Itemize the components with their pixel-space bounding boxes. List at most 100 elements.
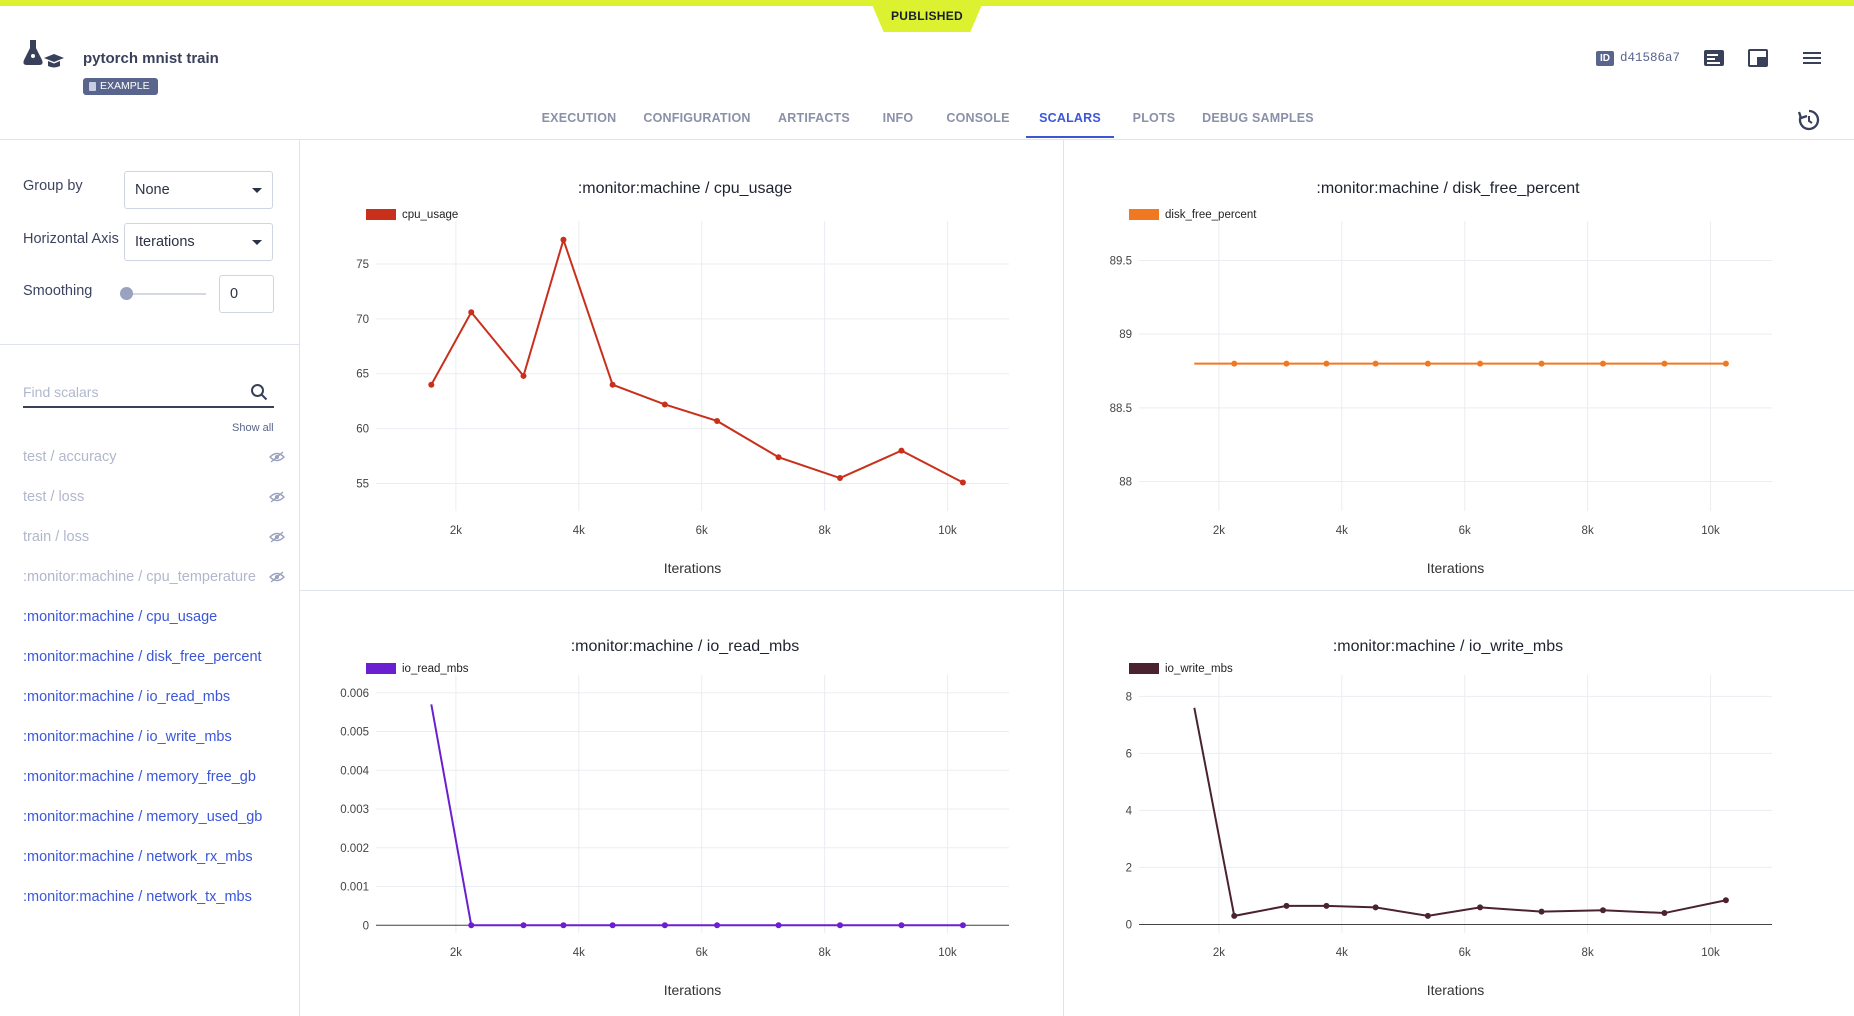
scalars-sidebar: Group by None Horizontal Axis Iterations… bbox=[0, 140, 300, 1016]
menu-icon[interactable] bbox=[1801, 48, 1823, 68]
data-point bbox=[1722, 897, 1729, 904]
data-point bbox=[1538, 360, 1545, 367]
tab-execution[interactable]: EXECUTION bbox=[541, 111, 617, 125]
x-tick-label: 8k bbox=[819, 947, 831, 959]
refresh-icon[interactable] bbox=[1797, 108, 1821, 132]
scalar-list-item[interactable]: :monitor:machine / network_tx_mbs bbox=[23, 886, 285, 908]
x-tick-label: 6k bbox=[696, 947, 708, 959]
y-tick-label: 6 bbox=[1126, 748, 1132, 760]
tab-configuration[interactable]: CONFIGURATION bbox=[643, 111, 751, 125]
experiment-id[interactable]: ID d41586a7 bbox=[1596, 49, 1680, 67]
group-by-value: None bbox=[135, 182, 170, 198]
disk-free-percent-chart[interactable]: :monitor:machine / disk_free_percent 88 88… bbox=[1064, 141, 1826, 590]
data-point bbox=[1231, 360, 1238, 367]
data-point bbox=[1231, 912, 1238, 919]
scalar-list-item[interactable]: :monitor:machine / io_read_mbs bbox=[23, 686, 285, 708]
scalar-list-item[interactable]: :monitor:machine / memory_free_gb bbox=[23, 766, 285, 788]
id-badge: ID bbox=[1596, 50, 1614, 66]
horizontal-axis-select[interactable]: Iterations bbox=[124, 223, 273, 261]
group-by-select[interactable]: None bbox=[124, 171, 273, 209]
data-point bbox=[775, 922, 782, 929]
x-tick-label: 10k bbox=[1701, 947, 1720, 959]
data-point bbox=[1424, 360, 1431, 367]
x-tick-label: 10k bbox=[938, 525, 957, 537]
scalar-list-item[interactable]: :monitor:machine / disk_free_percent bbox=[23, 646, 285, 668]
plot-io-read-mbs: :monitor:machine / io_read_mbs 0 0.001 0.00… bbox=[301, 591, 1063, 1016]
eye-off-icon[interactable] bbox=[269, 531, 285, 543]
chevron-down-icon bbox=[252, 239, 262, 245]
legend-label: io_read_mbs bbox=[402, 663, 469, 675]
scalar-list-item[interactable]: :monitor:machine / io_write_mbs bbox=[23, 726, 285, 748]
series-line bbox=[430, 236, 964, 484]
chart-title: :monitor:machine / io_write_mbs bbox=[1333, 638, 1563, 655]
smoothing-slider-knob[interactable] bbox=[120, 287, 133, 300]
scalar-list-item[interactable]: :monitor:machine / cpu_usage bbox=[23, 606, 285, 628]
x-tick-label: 2k bbox=[450, 525, 462, 537]
y-tick-label: 88 bbox=[1119, 477, 1132, 489]
scalar-list-item[interactable]: test / loss bbox=[23, 486, 285, 508]
data-point bbox=[1323, 360, 1330, 367]
data-point bbox=[560, 922, 567, 929]
data-point bbox=[468, 309, 475, 316]
scalar-list-item[interactable]: :monitor:machine / cpu_temperature bbox=[23, 566, 285, 588]
io-read-mbs-chart[interactable]: :monitor:machine / io_read_mbs 0 0.001 0.00… bbox=[301, 591, 1063, 1016]
legend-swatch bbox=[1129, 663, 1159, 674]
status-badge: PUBLISHED bbox=[870, 0, 984, 32]
plot-cpu-usage: :monitor:machine / cpu_usage 55 60 65 70 75 2k… bbox=[301, 141, 1063, 590]
y-tick-label: 0.001 bbox=[340, 882, 369, 894]
x-tick-label: 8k bbox=[819, 525, 831, 537]
x-tick-label: 8k bbox=[1582, 525, 1594, 537]
eye-off-icon[interactable] bbox=[269, 571, 285, 583]
legend-swatch bbox=[366, 663, 396, 674]
series-line bbox=[1193, 707, 1727, 918]
tab-artifacts[interactable]: ARTIFACTS bbox=[778, 111, 850, 125]
scalar-label: :monitor:machine / disk_free_percent bbox=[23, 649, 262, 665]
y-tick-label: 0.003 bbox=[340, 804, 369, 816]
experiment-name: pytorch mnist train bbox=[83, 50, 219, 67]
scalar-list-item[interactable]: train / loss bbox=[23, 526, 285, 548]
tab-info[interactable]: INFO bbox=[882, 111, 914, 125]
search-icon[interactable] bbox=[250, 383, 268, 401]
details-panel-icon[interactable] bbox=[1747, 48, 1769, 68]
scalar-list-item[interactable]: test / accuracy bbox=[23, 446, 285, 468]
x-tick-label: 6k bbox=[1459, 525, 1471, 537]
data-point bbox=[1323, 902, 1330, 909]
scalar-list-item[interactable]: :monitor:machine / memory_used_gb bbox=[23, 806, 285, 828]
show-all-link[interactable]: Show all bbox=[232, 422, 274, 434]
tab-debug-samples[interactable]: DEBUG SAMPLES bbox=[1202, 111, 1314, 125]
y-tick-label: 8 bbox=[1126, 691, 1132, 703]
horizontal-axis-label: Horizontal Axis bbox=[23, 231, 119, 247]
x-axis-label: Iterations bbox=[664, 982, 722, 998]
scalar-label: :monitor:machine / io_read_mbs bbox=[23, 689, 231, 705]
smoothing-slider[interactable] bbox=[120, 287, 206, 300]
y-tick-label: 0.004 bbox=[340, 765, 369, 777]
eye-off-icon[interactable] bbox=[269, 491, 285, 503]
smoothing-input[interactable]: 0 bbox=[219, 275, 274, 313]
scalar-label: :monitor:machine / cpu_usage bbox=[23, 609, 218, 625]
data-point bbox=[898, 447, 905, 454]
cpu-usage-chart[interactable]: :monitor:machine / cpu_usage 55 60 65 70 75 2k… bbox=[301, 141, 1063, 590]
y-tick-label: 65 bbox=[356, 369, 369, 381]
y-tick-label: 70 bbox=[356, 314, 369, 326]
x-tick-label: 4k bbox=[573, 525, 585, 537]
tab-scalars[interactable]: SCALARS bbox=[1026, 103, 1114, 138]
tab-console[interactable]: CONSOLE bbox=[946, 111, 1010, 125]
data-point bbox=[1477, 360, 1484, 367]
data-point bbox=[1283, 360, 1290, 367]
data-point bbox=[609, 922, 616, 929]
tab-plots[interactable]: PLOTS bbox=[1132, 111, 1176, 125]
tag-icon bbox=[89, 82, 96, 91]
legend-label: cpu_usage bbox=[402, 209, 458, 221]
scalar-label: :monitor:machine / io_write_mbs bbox=[23, 729, 232, 745]
info-panel-icon[interactable] bbox=[1703, 48, 1725, 68]
eye-off-icon[interactable] bbox=[269, 451, 285, 463]
io-write-mbs-chart[interactable]: :monitor:machine / io_write_mbs 0 2 4 6 8 2k 4k… bbox=[1064, 591, 1826, 1016]
scalar-list-item[interactable]: :monitor:machine / network_rx_mbs bbox=[23, 846, 285, 868]
scalar-search-input[interactable]: Find scalars bbox=[23, 378, 274, 408]
data-point bbox=[609, 381, 616, 388]
experiment-tag[interactable]: EXAMPLE bbox=[83, 78, 158, 95]
data-point bbox=[836, 475, 843, 482]
scalar-label: :monitor:machine / network_rx_mbs bbox=[23, 849, 253, 865]
id-value: d41586a7 bbox=[1620, 51, 1681, 65]
data-point bbox=[1599, 907, 1606, 914]
